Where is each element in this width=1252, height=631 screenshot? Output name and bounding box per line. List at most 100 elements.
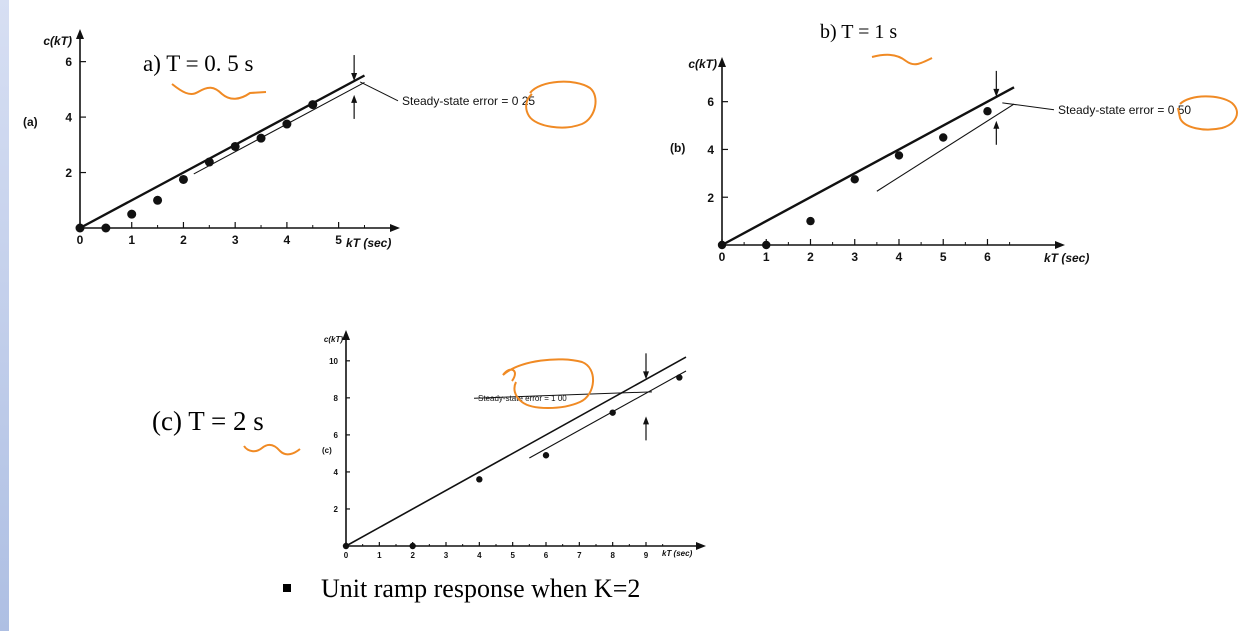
x-tick-label: 1 [377,551,382,560]
x-tick-label: 8 [610,551,615,560]
x-tick-label: 4 [284,233,291,247]
error-arrow-down-icon [993,88,1000,97]
x-tick-label: 2 [807,250,814,264]
sample-point [894,151,904,160]
y-axis-arrow-icon [718,57,726,67]
caption-text: Unit ramp response when K=2 [321,574,641,603]
sample-point [409,542,416,550]
x-tick-label: 5 [335,233,342,247]
x-axis-arrow-icon [390,224,400,232]
ramp-input-line [79,74,366,230]
panel-c-title: (c) T = 2 s [152,406,264,436]
sample-point [75,223,85,233]
sample-point [542,452,550,459]
panel-tag: (a) [23,115,38,129]
x-tick-label: 0 [344,551,349,560]
x-axis-arrow-icon [696,542,706,550]
x-axis-label: kT (sec) [346,236,391,250]
panel-a-title: a) T = 0. 5 s [143,51,254,76]
x-tick-label: 2 [180,233,187,247]
sample-point [342,542,350,550]
sample-point [153,195,163,205]
steady-state-error-label: Steady-state error = 1 00 [478,394,567,403]
x-tick-label: 0 [77,233,84,247]
y-tick-label: 2 [65,166,72,180]
y-tick-label: 6 [65,55,72,69]
x-axis-arrow-icon [1055,241,1065,249]
x-tick-label: 3 [232,233,239,247]
error-arrow-down-icon [351,73,358,82]
x-axis-label: kT (sec) [662,549,693,558]
sample-point [101,223,111,233]
x-tick-label: 2 [410,551,415,560]
bullet-icon [283,584,291,593]
x-tick-label: 3 [444,551,449,560]
sample-point [204,157,214,167]
sample-point [762,240,771,250]
x-tick-label: 9 [644,551,649,560]
caption-bullet: Unit ramp response when K=2 [283,574,640,604]
annotation-leader [359,81,399,102]
underline-squiggle-b [871,53,933,66]
sample-point [717,240,727,250]
y-tick-label: 4 [707,143,714,157]
x-tick-label: 1 [128,233,135,247]
steady-state-error-label: Steady-state error = 0 50 [1058,103,1191,117]
error-arrow-up-icon [993,120,1000,129]
y-tick-label: 4 [334,468,339,477]
sample-point [308,100,318,110]
steady-state-line [193,81,365,175]
ramp-input-line [345,356,687,547]
y-tick-label: 10 [329,357,338,366]
underline-squiggle-c [243,443,301,456]
y-tick-label: 6 [334,431,339,440]
sample-point [939,133,948,142]
circle-mark-c [502,358,594,409]
y-tick-label: 8 [334,394,339,403]
x-tick-label: 7 [577,551,582,560]
sample-point [127,209,137,219]
steady-state-line [876,103,1015,192]
error-arrow-down-icon [643,371,649,380]
x-tick-label: 6 [544,551,549,560]
x-tick-label: 5 [510,551,515,560]
sample-point [609,409,616,416]
steady-state-line [529,370,687,459]
slide-accent-strip [0,0,9,631]
y-axis-arrow-icon [76,29,84,39]
x-axis-label: kT (sec) [1044,251,1089,265]
y-axis-arrow-icon [342,330,350,340]
y-tick-label: 4 [65,111,72,125]
y-axis-label: c(kT) [324,335,343,344]
y-tick-label: 2 [334,505,339,514]
sample-point [178,174,188,184]
steady-state-error-label: Steady-state error = 0 25 [402,94,535,108]
x-tick-label: 6 [984,250,991,264]
circle-mark-a [525,80,597,129]
sample-point [476,476,483,483]
x-tick-label: 0 [719,250,726,264]
x-tick-label: 1 [763,250,770,264]
y-axis-label: c(kT) [688,57,717,71]
x-tick-label: 4 [896,250,903,264]
x-tick-label: 5 [940,250,947,264]
annotation-leader [473,391,653,399]
x-tick-label: 4 [477,551,482,560]
sample-point [230,141,240,151]
sample-point [256,133,266,143]
sample-point [850,175,859,184]
error-arrow-up-icon [643,416,649,425]
sample-point [983,107,992,116]
y-axis-label: c(kT) [43,34,72,48]
circle-mark-b [1177,95,1238,131]
sample-point [806,216,815,226]
sample-point [282,119,292,129]
annotation-leader [1002,102,1055,111]
y-tick-label: 6 [707,95,714,109]
panel-tag: (b) [670,141,685,155]
ramp-input-line [721,86,1015,247]
